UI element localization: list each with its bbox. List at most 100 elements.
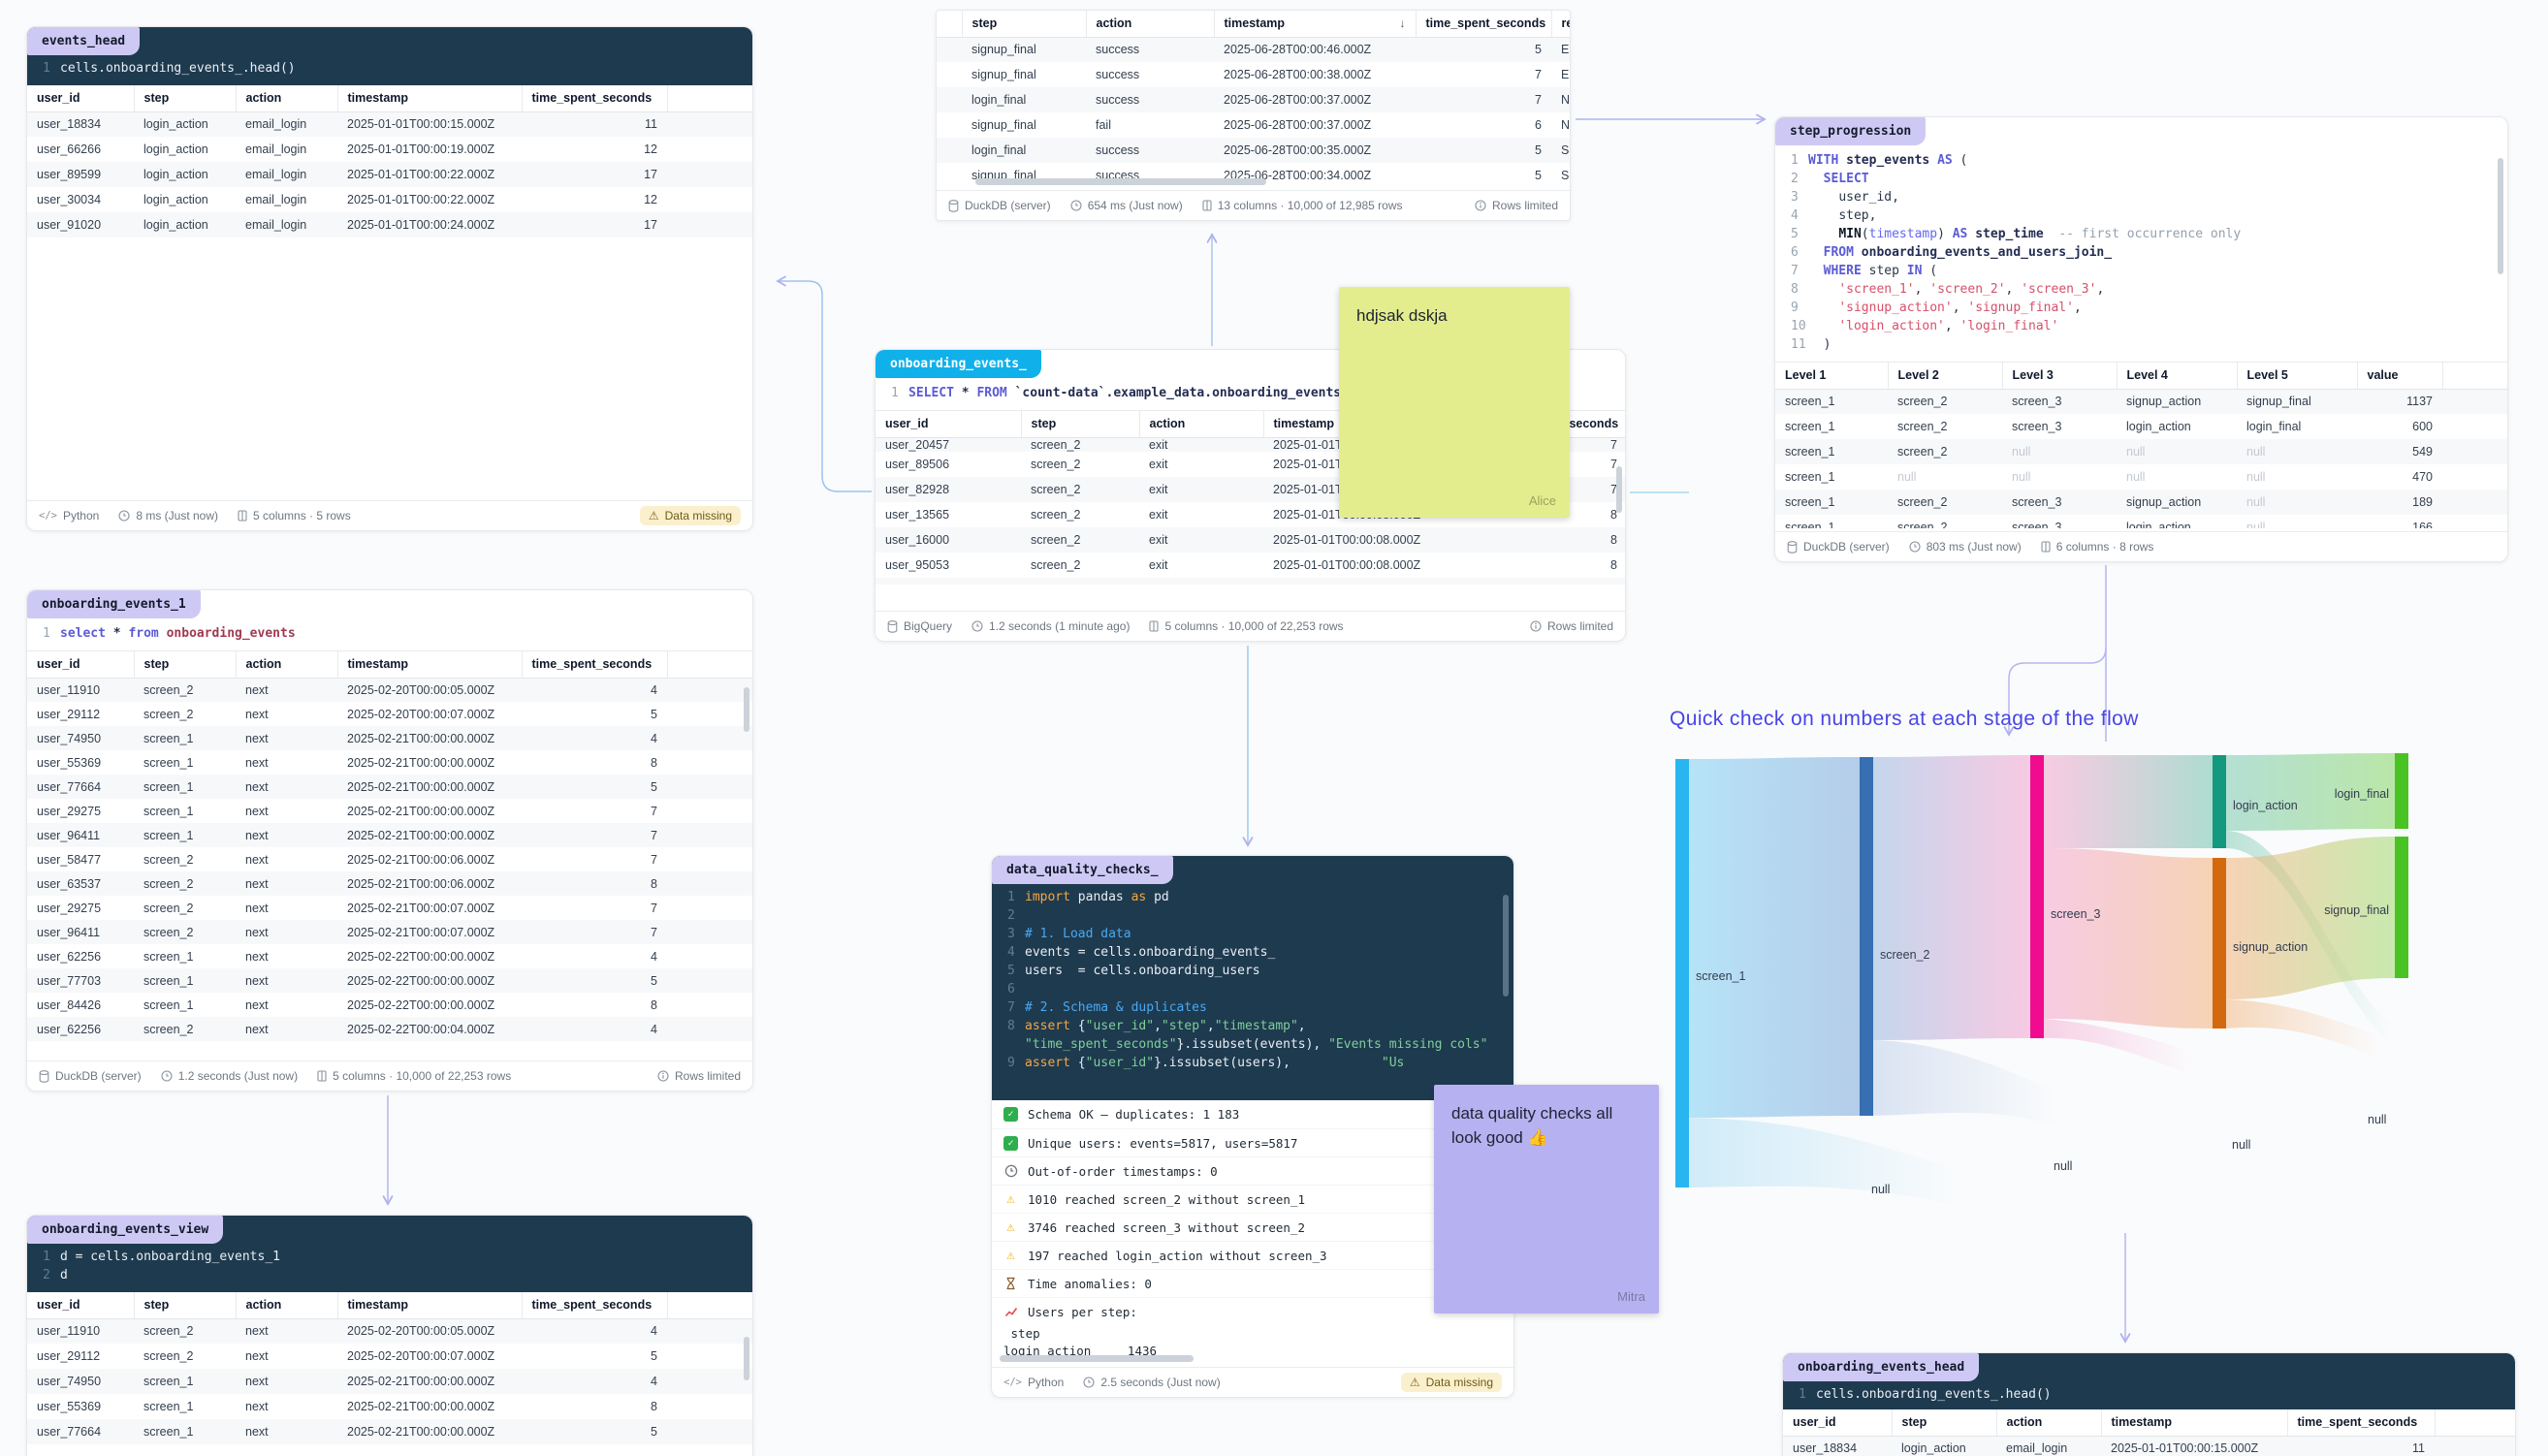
table-row: login_final success 2025-06-28T00:00:35.00… (937, 138, 1570, 163)
column-header[interactable]: Level 2 (1888, 363, 2003, 390)
column-header[interactable]: time_spent_seconds (1416, 11, 1552, 38)
sort-descending-icon[interactable]: ↓ (1399, 16, 1406, 31)
cell-tab-events-head[interactable]: events_head (27, 27, 141, 55)
column-header[interactable]: timestamp (2101, 1409, 2288, 1437)
horizontal-scrollbar[interactable] (1000, 1355, 1194, 1362)
column-header[interactable]: user_id (1783, 1409, 1893, 1437)
sankey-node-login-final[interactable] (2395, 753, 2408, 829)
table-cell: signup_final (971, 68, 1036, 81)
code-editor[interactable]: step_progression 1 WITH step_events AS (2… (1775, 117, 2507, 362)
vertical-scrollbar[interactable] (2498, 158, 2503, 274)
column-header[interactable] (667, 1292, 752, 1319)
column-header[interactable]: timestamp (337, 1292, 523, 1319)
column-header[interactable]: action (236, 651, 338, 679)
sankey-node-screen-2[interactable] (1860, 757, 1873, 1116)
sankey-label-screen-1: screen_1 (1696, 969, 1745, 983)
column-header[interactable] (2435, 1409, 2515, 1437)
column-header[interactable]: value (2357, 363, 2443, 390)
table-cell: user_95053 (885, 557, 950, 572)
vertical-scrollbar[interactable] (744, 687, 749, 732)
table-cell: screen_2 (1897, 420, 1948, 433)
column-header[interactable]: user_id (876, 411, 1022, 438)
sankey-label-null-l4: null (2232, 1138, 2250, 1152)
code-editor[interactable]: data_quality_checks_ 1 import pandas as p… (992, 856, 1513, 1100)
warn-icon: ⚠ (1006, 1191, 1015, 1207)
sankey-node-signup-final[interactable] (2395, 837, 2408, 978)
column-header[interactable]: time_spent_seconds (522, 651, 668, 679)
column-header[interactable]: action (1996, 1409, 2102, 1437)
code-line: 9 assert {"user_id"}.issubset(users), "Us (1007, 1056, 1405, 1070)
column-header[interactable]: step (134, 651, 237, 679)
sankey-node-signup-action[interactable] (2213, 858, 2226, 1029)
column-header[interactable]: step (134, 1292, 237, 1319)
column-header[interactable]: Level 4 (2117, 363, 2238, 390)
cell-tab-data-quality-checks[interactable]: data_quality_checks_ (992, 856, 1173, 884)
table-cell (667, 1318, 752, 1344)
table-cell: 2025-06-28T00:00:38.000Z (1224, 68, 1372, 81)
column-header[interactable]: step (1892, 1409, 1997, 1437)
run-time: 8 ms (Just now) (118, 509, 218, 522)
horizontal-scrollbar[interactable] (975, 178, 1266, 185)
sticky-note-purple[interactable]: data quality checks all look good 👍 Mitr… (1434, 1085, 1659, 1314)
column-header[interactable]: timestamp (337, 85, 523, 112)
sankey-node-screen-3[interactable] (2030, 755, 2044, 1038)
column-header[interactable]: time_spent_seconds (522, 85, 668, 112)
table-cell: next (245, 731, 269, 745)
column-header[interactable] (667, 651, 752, 679)
table-cell: login_action (143, 117, 208, 132)
sticky-note-yellow[interactable]: hdjsak dskja Alice (1339, 287, 1570, 518)
column-header[interactable] (937, 11, 963, 38)
cell-tab-step-progression[interactable]: step_progression (1775, 117, 1927, 145)
column-header[interactable]: user_id (27, 85, 135, 112)
sankey-node-login-action[interactable] (2213, 755, 2226, 848)
table-cell: email_login (245, 218, 307, 232)
table-cell: 8 (651, 755, 657, 770)
code-line: 4 step, (1791, 208, 1877, 223)
data-missing-badge[interactable]: ⚠ Data missing (639, 506, 741, 525)
cell-tab-onboarding-events-1[interactable]: onboarding_events_1 (27, 590, 201, 618)
column-header[interactable] (667, 85, 752, 112)
column-header[interactable]: Level 3 (2002, 363, 2118, 390)
column-header[interactable]: Level 5 (2237, 363, 2358, 390)
table-cell: Nor (1561, 93, 1570, 107)
table-cell (2442, 464, 2507, 490)
cell-tab-onboarding-events[interactable]: onboarding_events_ (876, 350, 1041, 378)
table-row: user_95053 screen_2 exit 2025-01-01T00:00:0… (876, 553, 1625, 578)
column-header[interactable]: Level 1 (1775, 363, 1889, 390)
column-header[interactable]: time_spent_seconds (522, 1292, 668, 1319)
table-cell: signup_action (2126, 395, 2202, 409)
column-header[interactable]: action (1086, 11, 1215, 38)
column-header[interactable]: user_id (27, 651, 135, 679)
column-header[interactable]: timestamp ↓ (1214, 11, 1417, 38)
vertical-scrollbar[interactable] (1503, 895, 1509, 997)
cell-footer: </> Python 8 ms (Just now) 5 columns · 5 ro… (27, 500, 752, 530)
vertical-scrollbar[interactable] (1616, 466, 1622, 513)
column-header[interactable]: timestamp (337, 651, 523, 679)
table-cell: user_18834 (37, 117, 102, 132)
code-editor[interactable]: onboarding_events_1 1 select * from onboa… (27, 590, 752, 650)
column-header[interactable]: action (1139, 411, 1264, 438)
sankey-label-null-l2: null (1871, 1183, 1890, 1196)
column-header[interactable]: step (962, 11, 1087, 38)
code-line: 10 'login_action', 'login_final' (1791, 319, 2059, 333)
data-missing-badge[interactable]: ⚠ Data missing (1400, 1373, 1502, 1392)
column-header[interactable]: user_id (27, 1292, 135, 1319)
table-row: signup_final fail 2025-06-28T00:00:37.000Z… (937, 112, 1570, 138)
cell-tab-onboarding-events-view[interactable]: onboarding_events_view (27, 1216, 224, 1244)
vertical-scrollbar[interactable] (744, 1337, 749, 1380)
code-editor[interactable]: events_head 1 cells.onboarding_events_.he… (27, 27, 752, 85)
code-editor[interactable]: onboarding_events_head 1 cells.onboarding… (1783, 1353, 2515, 1409)
column-header[interactable]: time_spent_seconds (2287, 1409, 2436, 1437)
sankey-node-screen-1[interactable] (1675, 759, 1689, 1187)
table-cell: Sou (1561, 143, 1570, 157)
cell-tab-onboarding-events-head[interactable]: onboarding_events_head (1783, 1353, 1980, 1381)
column-header[interactable] (2442, 363, 2507, 390)
column-header[interactable]: action (236, 1292, 338, 1319)
table-cell: 2025-06-28T00:00:35.000Z (1224, 143, 1372, 157)
column-header[interactable]: step (1021, 411, 1140, 438)
column-header[interactable]: action (236, 85, 338, 112)
column-header[interactable]: step (134, 85, 237, 112)
table-cell: screen_2 (143, 901, 194, 915)
column-header[interactable]: reg (1551, 11, 1570, 38)
